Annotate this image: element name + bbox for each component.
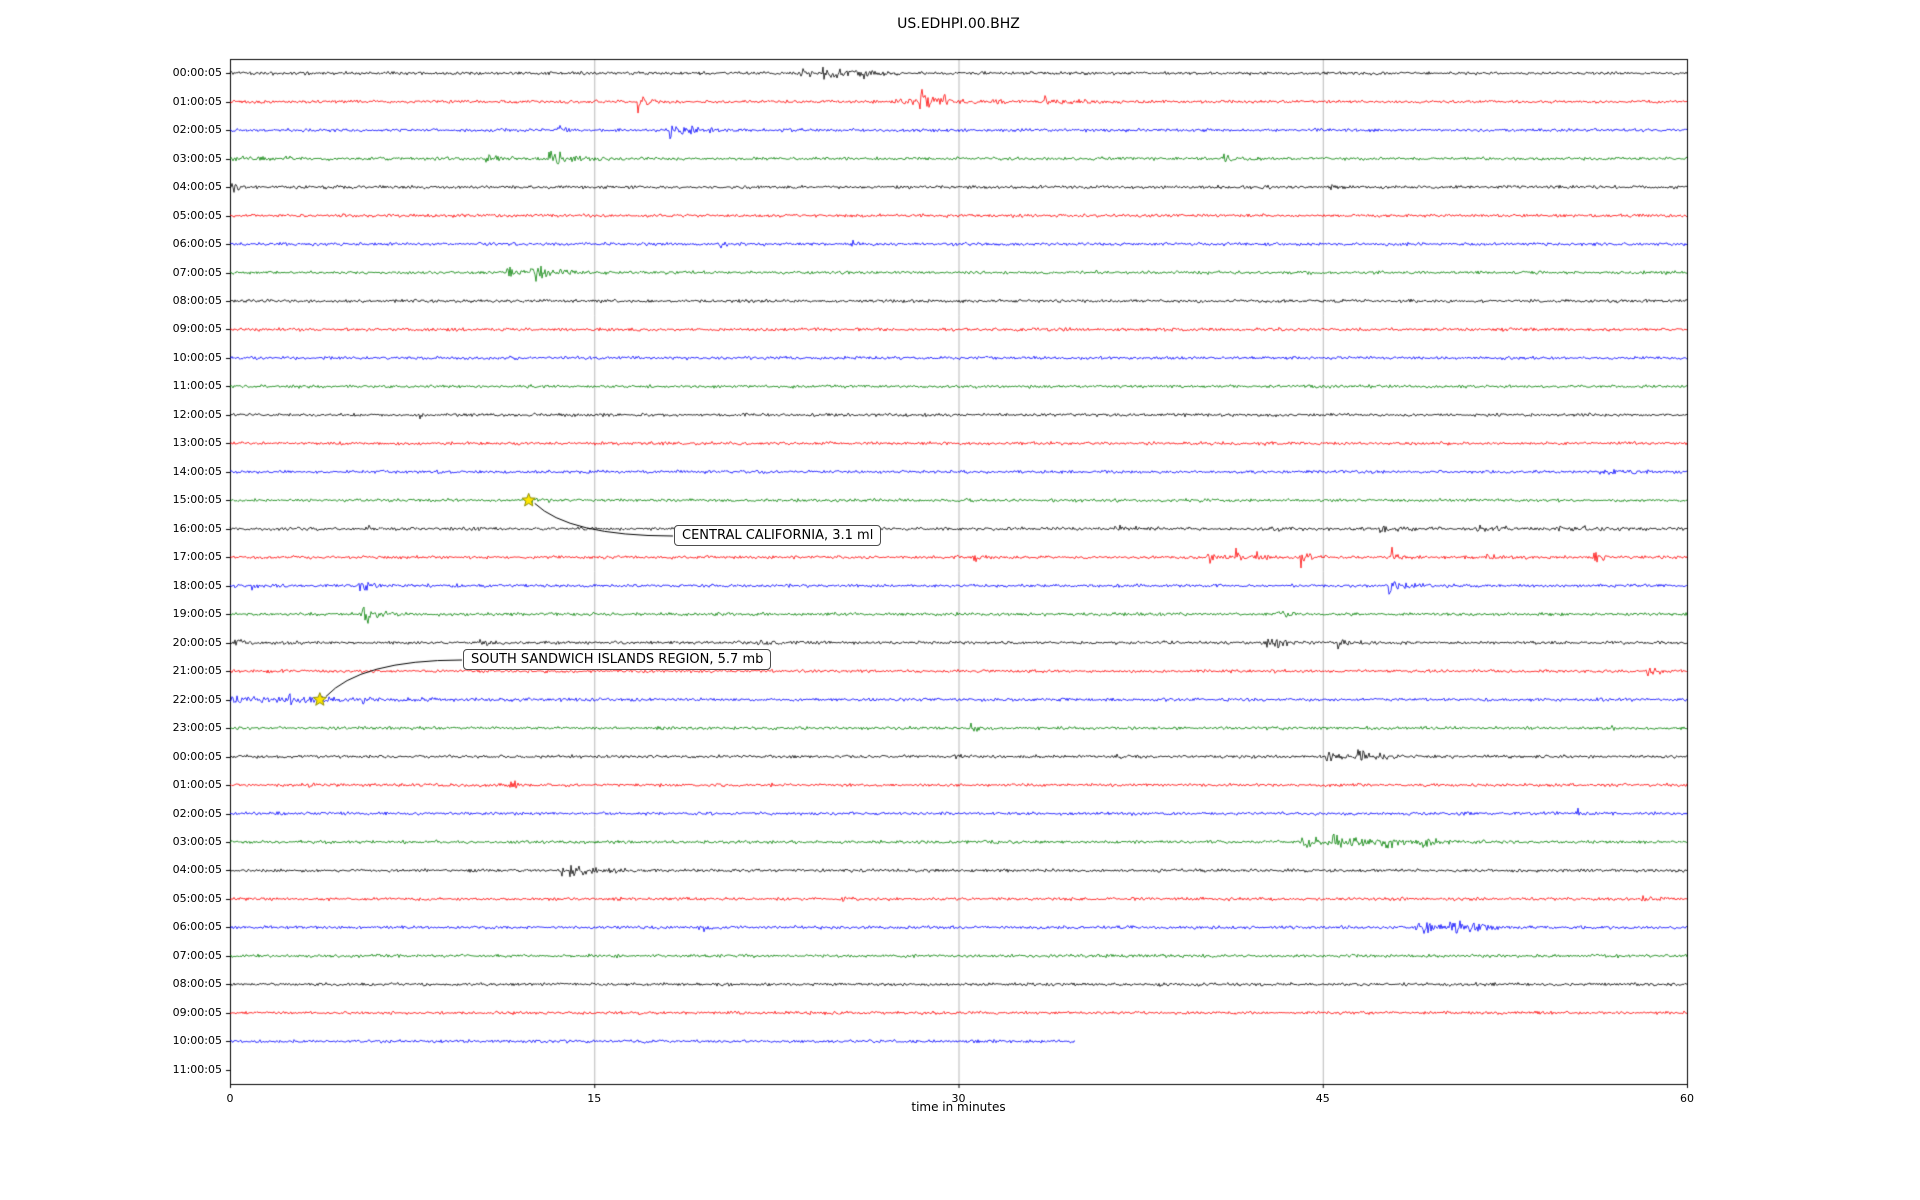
row-label: 12:00:05 <box>172 407 222 421</box>
row-label: 22:00:05 <box>172 692 222 706</box>
chart-title: US.EDHPI.00.BHZ <box>897 16 1020 32</box>
annotation-south-sandwich-islands: SOUTH SANDWICH ISLANDS REGION, 5.7 mb <box>463 649 772 670</box>
row-label: 11:00:05 <box>172 1062 222 1076</box>
row-label: 16:00:05 <box>172 521 222 535</box>
row-label: 02:00:05 <box>172 806 222 820</box>
row-label: 07:00:05 <box>172 265 222 279</box>
row-label: 01:00:05 <box>172 778 222 792</box>
row-label: 00:00:05 <box>172 749 222 763</box>
row-label: 03:00:05 <box>172 151 222 165</box>
row-label: 20:00:05 <box>172 635 222 649</box>
row-label: 00:00:05 <box>172 66 222 80</box>
row-label: 05:00:05 <box>172 208 222 222</box>
annotation-central-california: CENTRAL CALIFORNIA, 3.1 ml <box>674 525 882 546</box>
x-tick-label: 0 <box>226 1092 234 1105</box>
x-tick-label: 30 <box>951 1092 966 1105</box>
x-axis-label: time in minutes <box>911 1100 1006 1114</box>
row-label: 13:00:05 <box>172 436 222 450</box>
row-label: 11:00:05 <box>172 379 222 393</box>
row-label: 02:00:05 <box>172 123 222 137</box>
x-tick-label: 15 <box>587 1092 602 1105</box>
row-label: 19:00:05 <box>172 607 222 621</box>
row-label: 08:00:05 <box>172 977 222 991</box>
row-label: 01:00:05 <box>172 94 222 108</box>
row-label: 08:00:05 <box>172 294 222 307</box>
row-label: 09:00:05 <box>172 322 222 336</box>
row-label: 10:00:05 <box>172 350 222 364</box>
x-tick-label: 60 <box>1680 1092 1694 1105</box>
row-label: 04:00:05 <box>172 180 222 194</box>
row-label: 17:00:05 <box>172 550 222 564</box>
row-label: 05:00:05 <box>172 891 222 905</box>
row-label: 06:00:05 <box>172 237 222 251</box>
x-tick-label: 45 <box>1315 1092 1330 1105</box>
row-label: 18:00:05 <box>172 578 222 592</box>
row-label: 06:00:05 <box>172 920 222 934</box>
row-label: 15:00:05 <box>172 493 222 507</box>
row-label: 21:00:05 <box>172 664 222 678</box>
row-label: 09:00:05 <box>172 1005 222 1019</box>
row-label: 10:00:05 <box>172 1034 222 1048</box>
row-label: 04:00:05 <box>172 863 222 877</box>
row-label: 14:00:05 <box>172 464 222 478</box>
row-label: 03:00:05 <box>172 834 222 848</box>
row-label: 23:00:05 <box>172 721 222 735</box>
row-label: 07:00:05 <box>172 948 222 962</box>
